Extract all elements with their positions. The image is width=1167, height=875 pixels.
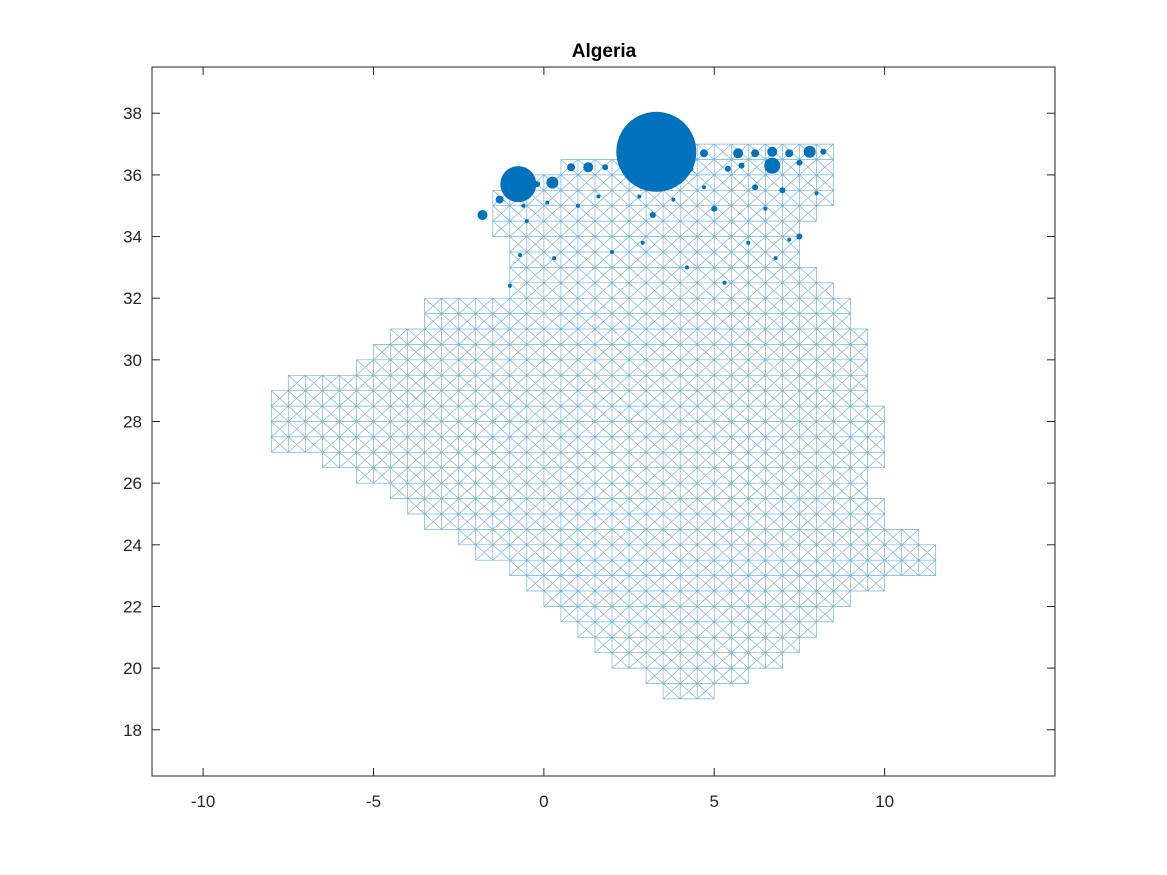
scatter-point — [583, 162, 594, 173]
y-tick-label: 20 — [123, 659, 142, 678]
scatter-point — [767, 146, 778, 157]
x-tick-label: 0 — [539, 792, 548, 811]
mesh-cells — [270, 143, 937, 700]
scatter-point — [779, 187, 786, 194]
scatter-point — [700, 149, 708, 158]
scatter-point — [724, 165, 731, 172]
scatter-point — [596, 194, 601, 199]
scatter-point — [567, 163, 576, 172]
x-tick-label: 10 — [875, 792, 894, 811]
scatter-point — [616, 111, 697, 192]
scatter-point — [787, 237, 792, 242]
scatter-point — [477, 210, 488, 220]
scatter-point — [796, 159, 803, 166]
scatter-point — [671, 197, 676, 202]
scatter-point — [687, 165, 694, 172]
scatter-point — [764, 157, 781, 174]
scatter-point — [546, 176, 559, 189]
y-tick-label: 38 — [123, 104, 142, 123]
scatter-point — [619, 162, 626, 169]
scatter-point — [820, 148, 827, 155]
y-tick-label: 22 — [123, 597, 142, 616]
scatter-point — [814, 191, 819, 196]
scatter-point — [785, 149, 794, 158]
mesh-grid — [270, 143, 937, 700]
axes: -10 -5 0 5 10 18 20 22 24 26 28 30 32 34 36 38 — [123, 66, 1056, 811]
scatter-point — [521, 203, 526, 208]
scatter-point — [575, 203, 580, 208]
x-tick-label: -5 — [366, 792, 381, 811]
y-tick-label: 34 — [123, 228, 142, 247]
scatter-point — [649, 212, 656, 218]
chart-title: Algeria — [572, 41, 637, 62]
scatter-point — [524, 219, 529, 224]
scatter-point — [733, 148, 744, 159]
scatter-point — [773, 256, 778, 261]
scatter-point — [495, 195, 504, 204]
scatter-point — [685, 265, 689, 270]
scatter-points — [477, 111, 827, 288]
scatter-point — [677, 153, 684, 160]
scatter-point — [803, 145, 816, 158]
scatter-point — [763, 206, 768, 211]
scatter-point — [751, 149, 760, 158]
scatter-point — [545, 200, 550, 205]
scatter-point — [640, 240, 645, 245]
scatter-point — [507, 283, 512, 288]
scatter-point — [711, 205, 718, 212]
scatter-point — [796, 233, 803, 240]
scatter-point — [746, 240, 751, 245]
scatter-point — [500, 166, 537, 203]
scatter-point — [610, 250, 614, 254]
y-tick-label: 30 — [123, 351, 142, 370]
scatter-point — [722, 280, 727, 285]
y-tick-label: 32 — [123, 289, 142, 308]
y-tick-label: 18 — [123, 721, 142, 740]
scatter-point — [752, 184, 759, 191]
scatter-point — [534, 181, 541, 188]
x-tick-label: 5 — [710, 792, 719, 811]
scatter-point — [552, 256, 557, 261]
y-tick-label: 26 — [123, 474, 142, 493]
scatter-point — [738, 162, 745, 169]
scatter-point — [518, 253, 522, 257]
y-tick-label: 36 — [123, 166, 142, 185]
scatter-point — [602, 164, 609, 171]
y-tick-label: 28 — [123, 413, 142, 432]
scatter-point — [637, 194, 642, 199]
scatter-point — [702, 185, 706, 190]
y-tick-label: 24 — [123, 536, 142, 555]
x-tick-label: -10 — [191, 792, 216, 811]
